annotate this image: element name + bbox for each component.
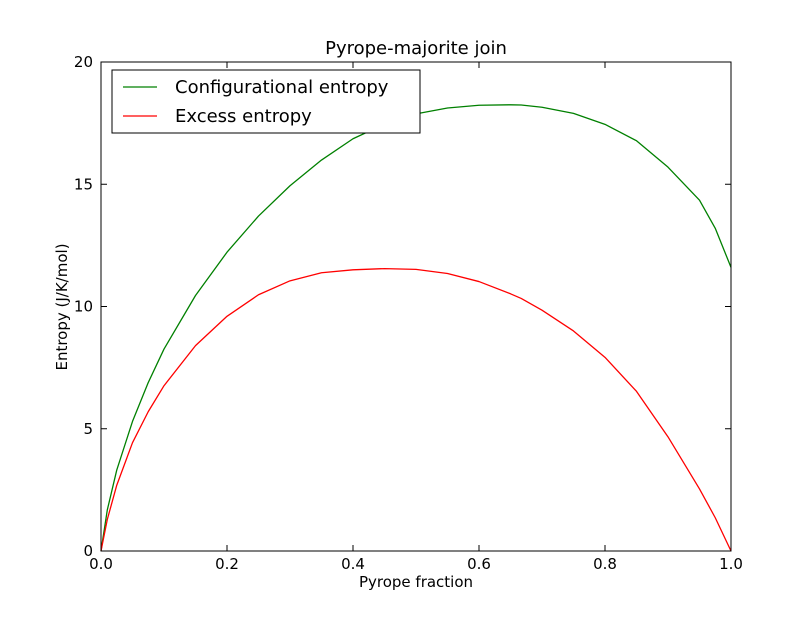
y-tick-label: 15	[74, 175, 93, 193]
x-tick-label: 0.6	[467, 555, 491, 573]
legend-box	[111, 69, 421, 134]
y-axis-label: Entropy (J/K/mol)	[53, 243, 71, 370]
legend-label-excess: Excess entropy	[175, 106, 312, 127]
legend: Configurational entropy Excess entropy	[111, 69, 421, 134]
series-line-excess	[100, 267, 732, 552]
x-tick-label: 0.8	[593, 555, 617, 573]
chart-title: Pyrope-majorite join	[325, 38, 507, 59]
x-tick-label: 1.0	[719, 555, 743, 573]
y-tick-label: 0	[83, 542, 93, 560]
x-tick-label: 0.2	[215, 555, 239, 573]
plot-area	[101, 62, 731, 551]
x-tick-label: 0.0	[89, 555, 113, 573]
y-tick-label: 10	[74, 298, 93, 316]
x-axis-label: Pyrope fraction	[359, 573, 473, 591]
x-tick-label: 0.4	[341, 555, 365, 573]
y-tick-label: 5	[83, 420, 93, 438]
legend-label-configurational: Configurational entropy	[175, 77, 389, 98]
tick-layer: 0.0 0.2 0.4 0.6 0.8 1.0 0 5 10 15 20	[74, 53, 743, 573]
y-tick-label: 20	[74, 53, 93, 71]
